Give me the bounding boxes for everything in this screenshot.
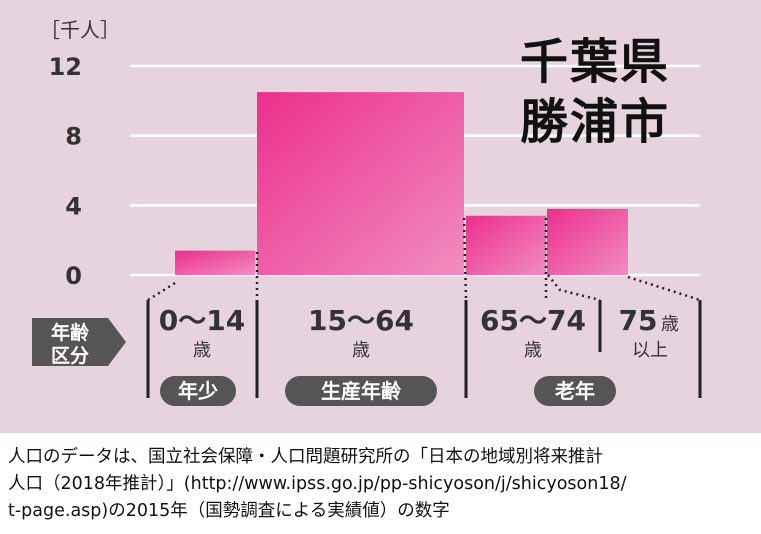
category-sublabel: 歳 (352, 340, 370, 361)
caption-line-3: t-page.asp)の2015年（国勢調査による実績値）の数字 (8, 501, 450, 521)
category-sublabel: 歳 (193, 340, 211, 361)
age-axis-label-line-1: 年齢 (51, 321, 90, 344)
caption-line-1: 人口のデータは、国立社会保障・人口問題研究所の「日本の地域別将来推計 (8, 447, 603, 467)
group-pill (285, 376, 437, 406)
dotted-connector (147, 281, 176, 302)
category-label: 65〜74 (480, 304, 586, 337)
category-sublabel: 歳 (524, 340, 542, 361)
y-tick-label: 8 (65, 123, 82, 151)
y-tick-label: 4 (65, 192, 82, 220)
chart-title-line-2: 勝浦市 (520, 94, 671, 150)
group-pill (534, 376, 616, 406)
caption-line-2: 人口（2018年推計）」(http://www.ipss.go.jp/pp-sh… (8, 474, 627, 494)
bar (257, 92, 464, 275)
age-axis-label-line-2: 区分 (51, 345, 89, 367)
bar (175, 250, 255, 275)
age-axis-badge (32, 318, 126, 366)
group-label: 老年 (555, 379, 595, 403)
category-sublabel-extra: 以上 (632, 340, 668, 361)
category-label: 15〜64 (308, 304, 414, 337)
group-pill (160, 376, 236, 406)
category-sublabel: 歳 (661, 314, 679, 335)
group-label: 年少 (178, 379, 218, 403)
bar (466, 215, 546, 275)
category-label: 75 (619, 304, 658, 337)
dotted-connector (547, 274, 601, 302)
y-tick-label: 0 (65, 262, 82, 290)
dotted-connector (627, 275, 701, 302)
y-unit-label: ［千人］ (40, 18, 120, 42)
chart-title-line-1: 千葉県 (520, 34, 671, 90)
group-label: 生産年齢 (321, 379, 402, 403)
y-tick-label: 12 (49, 53, 82, 81)
bar (547, 208, 628, 275)
category-label: 0〜14 (159, 304, 245, 337)
dotted-connector (462, 217, 468, 301)
source-caption: 人口のデータは、国立社会保障・人口問題研究所の「日本の地域別将来推計 人口（20… (8, 444, 756, 525)
